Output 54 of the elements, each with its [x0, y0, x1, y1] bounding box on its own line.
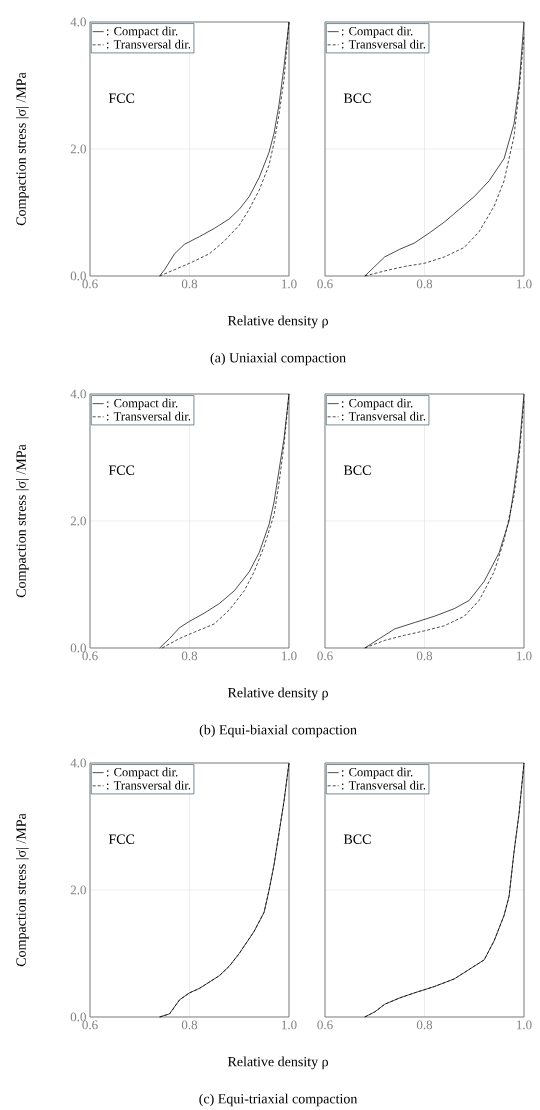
annotation: BCC [343, 834, 371, 844]
y-tick-label: 0.0 [70, 643, 86, 653]
x-axis-title: Relative density ρ [227, 1056, 329, 1070]
x-tick-label: 0.8 [181, 279, 198, 289]
y-tick-label: 2.0 [70, 885, 86, 895]
x-tick-label: 0.6 [317, 279, 333, 289]
y-axis-title: Compaction stress |σ| /MPa [15, 444, 29, 598]
x-tick-label: 0.8 [416, 651, 433, 661]
legend-label: : Compact dir. [341, 398, 413, 410]
x-tick-label: 0.8 [416, 1020, 433, 1030]
legend-label: : Transversal dir. [106, 411, 191, 421]
legend-label: : Transversal dir. [106, 39, 191, 49]
x-tick-label: 1.0 [517, 279, 532, 289]
x-tick-label: 0.6 [82, 651, 98, 661]
text: (c) Equi-triaxial compaction [199, 1093, 358, 1107]
y-axis-title: Compaction stress |σ| /MPa [15, 72, 29, 226]
legend-label: : Compact dir. [341, 26, 413, 38]
y-tick-label: 4.0 [70, 389, 86, 399]
annotation: BCC [343, 93, 371, 103]
legend-label: : Transversal dir. [341, 411, 426, 421]
y-axis-title: Compaction stress |σ| /MPa [15, 813, 29, 967]
x-tick-label: 0.8 [181, 651, 198, 661]
x-tick-label: 0.6 [317, 651, 333, 661]
legend-label: : Compact dir. [106, 767, 178, 779]
annotation: FCC [108, 834, 135, 844]
x-tick-label: 0.6 [317, 1020, 333, 1030]
legend-label: : Transversal dir. [341, 780, 426, 790]
legend-label: : Compact dir. [341, 767, 413, 779]
x-axis-title: Relative density ρ [227, 687, 329, 701]
x-tick-label: 0.6 [82, 1020, 98, 1030]
text: (b) Equi-biaxial compaction [199, 724, 357, 738]
legend-label: : Transversal dir. [106, 780, 191, 790]
text: (a) Uniaxial compaction [210, 352, 346, 366]
x-tick-label: 0.6 [82, 279, 98, 289]
legend-label: : Transversal dir. [341, 39, 426, 49]
y-tick-label: 4.0 [70, 758, 86, 768]
x-tick-label: 0.8 [181, 1020, 198, 1030]
y-tick-label: 0.0 [70, 271, 86, 281]
legend-label: : Compact dir. [106, 26, 178, 38]
x-tick-label: 1.0 [517, 651, 532, 661]
x-axis-title: Relative density ρ [227, 315, 329, 329]
annotation: BCC [343, 465, 371, 475]
legend-label: : Compact dir. [106, 398, 178, 410]
x-tick-label: 1.0 [282, 1020, 297, 1030]
x-tick-label: 0.8 [416, 279, 433, 289]
y-tick-label: 2.0 [70, 516, 86, 526]
annotation: FCC [108, 93, 135, 103]
y-tick-label: 4.0 [70, 17, 86, 27]
x-tick-label: 1.0 [282, 279, 297, 289]
y-tick-label: 2.0 [70, 144, 86, 154]
x-tick-label: 1.0 [517, 1020, 532, 1030]
y-tick-label: 0.0 [70, 1012, 86, 1022]
annotation: FCC [108, 465, 135, 475]
x-tick-label: 1.0 [282, 651, 297, 661]
